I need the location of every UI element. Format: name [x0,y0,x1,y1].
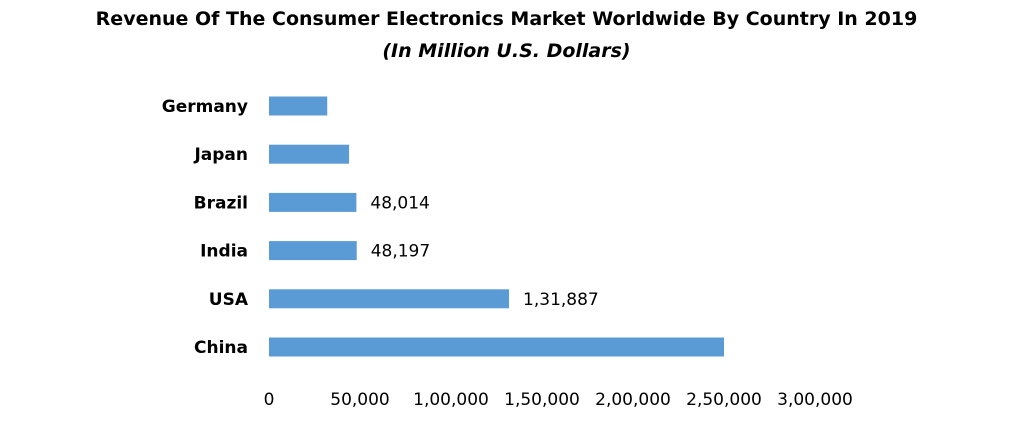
x-tick-label: 3,00,000 [777,390,853,410]
bar-japan [269,144,350,164]
category-label-germany: Germany [162,97,248,117]
x-tick-label: 1,00,000 [413,390,489,410]
category-label-india: India [200,242,248,262]
data-label-brazil: 48,014 [370,193,429,213]
chart-title: Revenue Of The Consumer Electronics Mark… [95,8,918,30]
bar-india [269,241,357,261]
category-label-brazil: Brazil [194,193,248,213]
bar-brazil [269,192,357,212]
chart-subtitle: (In Million U.S. Dollars) [382,40,631,62]
data-label-usa: 1,31,887 [523,290,599,310]
x-tick-label: 2,00,000 [595,390,671,410]
x-tick-label: 2,50,000 [686,390,762,410]
x-tick-label: 0 [264,390,275,410]
x-tick-label: 50,000 [330,390,389,410]
category-label-china: China [194,338,248,358]
category-label-usa: USA [209,290,249,310]
bar-usa [269,289,510,309]
data-label-india: 48,197 [371,242,430,262]
category-label-japan: Japan [193,145,248,165]
bar-china [269,337,724,357]
x-tick-label: 1,50,000 [504,390,580,410]
bar-germany [269,96,328,116]
